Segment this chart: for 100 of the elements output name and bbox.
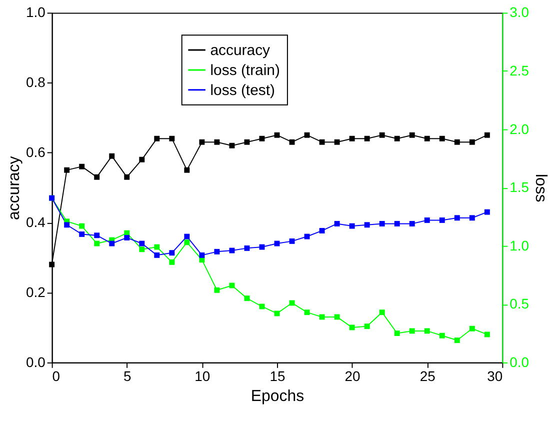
y-tick-label: 0.6 [26, 144, 46, 160]
point [139, 156, 145, 162]
point [304, 310, 310, 316]
point [379, 310, 385, 316]
point [229, 142, 235, 148]
y2-tick-label: 1.0 [510, 237, 530, 254]
y2-tick-label: 0.0 [510, 354, 530, 370]
point [244, 139, 250, 145]
point [79, 223, 85, 229]
legend-label: loss (train) [210, 62, 280, 79]
x-tick-label: 15 [270, 368, 286, 384]
point [139, 240, 145, 246]
point [229, 248, 235, 254]
point [469, 139, 475, 145]
point [454, 338, 460, 344]
point [169, 136, 175, 142]
x-axis-title: Epochs [250, 388, 304, 405]
point [349, 223, 355, 229]
point [124, 174, 130, 180]
point [304, 234, 310, 240]
point [454, 215, 460, 221]
y2-tick-label: 3.0 [510, 4, 530, 20]
point [214, 139, 220, 145]
point [394, 136, 400, 142]
y-tick-label: 0.8 [26, 74, 46, 90]
point [394, 220, 400, 226]
point [64, 222, 70, 228]
point [214, 248, 220, 254]
point [364, 136, 370, 142]
point [244, 245, 250, 251]
point [94, 232, 100, 238]
point [304, 132, 310, 138]
point [409, 220, 415, 226]
point [139, 246, 145, 252]
x-tick-label: 0 [52, 368, 60, 384]
point [199, 252, 205, 258]
point [484, 209, 490, 215]
point [484, 132, 490, 138]
point [289, 300, 295, 306]
point [364, 324, 370, 330]
point [439, 217, 445, 223]
point [364, 222, 370, 228]
point [274, 310, 280, 316]
point [124, 234, 130, 240]
point [469, 326, 475, 332]
point [409, 132, 415, 138]
x-tick-label: 30 [487, 368, 503, 384]
y-axis-title: accuracy [6, 156, 23, 220]
point [154, 244, 160, 250]
point [154, 136, 160, 142]
y-tick-label: 0.4 [26, 214, 46, 230]
point [424, 136, 430, 142]
point [334, 139, 340, 145]
point [169, 259, 175, 265]
point [259, 136, 265, 142]
point [244, 296, 250, 302]
y2-tick-label: 2.0 [510, 120, 530, 137]
point [319, 139, 325, 145]
point [199, 139, 205, 145]
point [469, 215, 475, 221]
x-tick-label: 25 [420, 368, 436, 384]
point [319, 314, 325, 320]
point [274, 132, 280, 138]
y-tick-label: 0.2 [26, 284, 46, 300]
point [49, 262, 55, 268]
point [484, 332, 490, 338]
point [379, 220, 385, 226]
point [259, 304, 265, 310]
point [454, 139, 460, 145]
y-tick-label: 0.0 [26, 354, 46, 370]
point [79, 231, 85, 237]
point [409, 328, 415, 334]
point [349, 324, 355, 330]
point [334, 314, 340, 320]
point [169, 250, 175, 256]
point [94, 240, 100, 246]
x-tick-label: 20 [344, 368, 361, 384]
y-tick-label: 1.0 [26, 4, 46, 20]
point [289, 238, 295, 244]
point [109, 153, 115, 159]
point [64, 167, 70, 173]
point [184, 234, 190, 240]
y2-tick-label: 1.5 [510, 179, 530, 196]
point [379, 132, 385, 138]
point [154, 252, 160, 258]
point [289, 139, 295, 145]
x-tick-label: 10 [194, 368, 210, 384]
y2-axis-title: loss [532, 174, 550, 202]
point [94, 174, 100, 180]
point [229, 282, 235, 288]
point [184, 167, 190, 173]
point [184, 240, 190, 246]
point [109, 240, 115, 246]
point [424, 328, 430, 334]
point [439, 136, 445, 142]
point [394, 330, 400, 336]
x-tick-label: 5 [123, 368, 132, 384]
y2-tick-label: 0.5 [510, 296, 530, 312]
point [214, 287, 220, 293]
point [349, 136, 355, 142]
